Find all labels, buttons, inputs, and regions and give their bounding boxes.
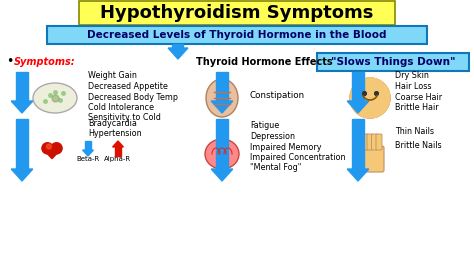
Polygon shape <box>115 147 121 156</box>
Polygon shape <box>85 141 91 150</box>
Text: Brittle Hair: Brittle Hair <box>395 103 438 112</box>
Text: Beta-R: Beta-R <box>76 156 100 162</box>
Polygon shape <box>113 141 123 147</box>
FancyBboxPatch shape <box>367 134 373 150</box>
Text: Weight Gain: Weight Gain <box>88 72 137 80</box>
Text: "Slows Things Down": "Slows Things Down" <box>331 57 455 67</box>
FancyBboxPatch shape <box>372 134 377 150</box>
Circle shape <box>352 78 388 114</box>
Text: Symptoms:: Symptoms: <box>14 57 76 67</box>
Polygon shape <box>168 48 188 59</box>
Polygon shape <box>16 119 28 169</box>
Polygon shape <box>352 72 364 101</box>
Polygon shape <box>216 119 228 169</box>
Polygon shape <box>211 101 233 113</box>
Text: Sensitivity to Cold: Sensitivity to Cold <box>88 114 161 122</box>
Polygon shape <box>352 119 364 169</box>
Text: Depression: Depression <box>250 132 295 141</box>
Circle shape <box>350 78 390 118</box>
Polygon shape <box>211 169 233 181</box>
FancyBboxPatch shape <box>358 134 364 150</box>
Polygon shape <box>11 101 33 113</box>
FancyBboxPatch shape <box>79 1 395 25</box>
Text: Impaired Memory: Impaired Memory <box>250 143 321 151</box>
Polygon shape <box>16 72 28 101</box>
Text: •: • <box>6 56 13 68</box>
FancyBboxPatch shape <box>363 134 368 150</box>
FancyBboxPatch shape <box>47 26 427 44</box>
Text: Alpha-R: Alpha-R <box>104 156 132 162</box>
Polygon shape <box>42 148 62 159</box>
Text: Coarse Hair: Coarse Hair <box>395 92 442 102</box>
Polygon shape <box>82 150 93 156</box>
Ellipse shape <box>205 139 239 169</box>
Polygon shape <box>347 169 369 181</box>
Text: Cold Intolerance: Cold Intolerance <box>88 103 154 112</box>
Text: Bradycardia: Bradycardia <box>88 118 137 128</box>
Text: Dry Skin: Dry Skin <box>395 72 429 80</box>
Text: Decreased Body Temp: Decreased Body Temp <box>88 92 178 102</box>
Circle shape <box>51 143 62 154</box>
FancyBboxPatch shape <box>317 53 469 71</box>
Text: Constipation: Constipation <box>250 92 305 100</box>
Circle shape <box>350 78 390 118</box>
Circle shape <box>42 143 53 154</box>
Circle shape <box>46 144 52 149</box>
Text: Fatigue: Fatigue <box>250 122 279 130</box>
Text: Brittle Nails: Brittle Nails <box>395 140 442 150</box>
Polygon shape <box>347 101 369 113</box>
Text: Thin Nails: Thin Nails <box>395 127 434 135</box>
Text: Hypothyroidism Symptoms: Hypothyroidism Symptoms <box>100 4 374 22</box>
FancyBboxPatch shape <box>376 134 382 150</box>
Text: Decreased Levels of Thyroid Hormone in the Blood: Decreased Levels of Thyroid Hormone in t… <box>87 30 387 40</box>
Polygon shape <box>173 44 183 48</box>
FancyBboxPatch shape <box>356 146 384 172</box>
Text: Hair Loss: Hair Loss <box>395 82 431 91</box>
Polygon shape <box>216 72 228 101</box>
Text: Thyroid Hormone Effects: Thyroid Hormone Effects <box>196 57 333 67</box>
Text: "Mental Fog": "Mental Fog" <box>250 163 301 173</box>
Ellipse shape <box>206 79 238 117</box>
Text: Decreased Appetite: Decreased Appetite <box>88 82 168 91</box>
Polygon shape <box>11 169 33 181</box>
Text: Impaired Concentration: Impaired Concentration <box>250 153 346 162</box>
Ellipse shape <box>33 83 77 113</box>
Text: Hypertension: Hypertension <box>88 128 142 138</box>
